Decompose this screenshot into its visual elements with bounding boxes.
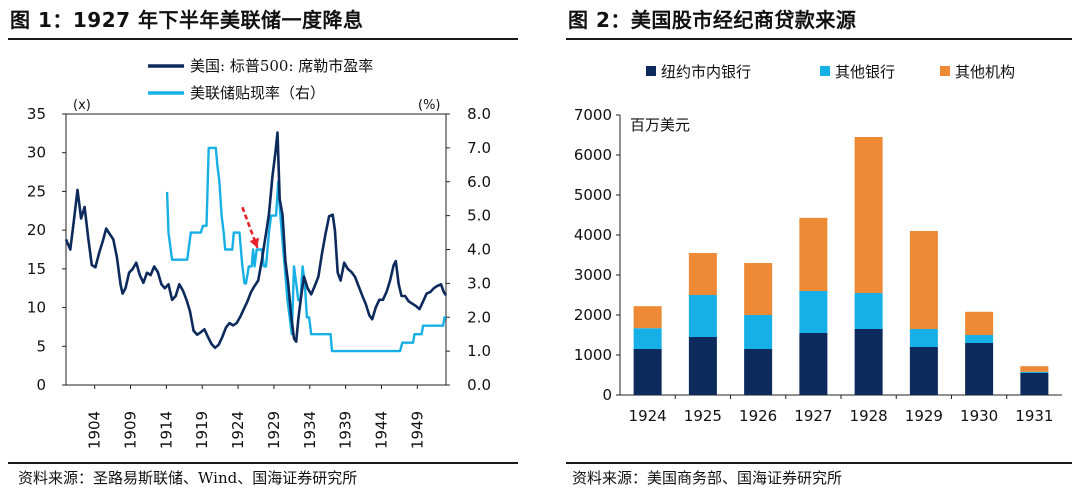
x-tick-label: 1919	[193, 411, 211, 449]
chart1-right-unit: (%)	[418, 98, 441, 113]
chart2-y-tick-label: 7000	[574, 106, 612, 124]
chart2-legend-swatch	[820, 66, 830, 76]
bar-1930-series-1	[965, 335, 994, 343]
broker-loans-chart: 0 1000 2000 3000 4000 5000 6000 7000 1924 1925 19…	[574, 63, 1062, 425]
pe-discount-rate-chart: 0 5 10 15 20 25 30 35 0.0 1.0 2.0 3.0 4.0 5.0 6.0 7.0 8…	[27, 57, 491, 449]
bar-1927-series-1	[799, 291, 828, 333]
chart2-legend-swatch	[646, 66, 656, 76]
left-y-tick-label: 35	[27, 105, 46, 123]
bar-1931-series-1	[1020, 371, 1049, 373]
chart2-category-label: 1931	[1015, 407, 1053, 425]
bar-1928-series-2	[854, 137, 883, 293]
chart2-legend-label: 其他机构	[955, 63, 1015, 81]
left-y-tick-label: 20	[27, 221, 46, 239]
chart2-category-label: 1926	[739, 407, 777, 425]
chart2-y-tick-label: 1000	[574, 346, 612, 364]
red-dashed-arrow-annotation	[241, 206, 259, 249]
chart2-y-tick-label: 5000	[574, 186, 612, 204]
series-line-discount-rate	[165, 146, 446, 353]
figure2-title: 图 2：美国股市经纪商贷款来源	[568, 8, 857, 32]
bar-1925-series-0	[688, 337, 717, 395]
right-y-tick-label: 8.0	[467, 105, 491, 123]
figure1-title: 图 1：1927 年下半年美联储一度降息	[10, 8, 364, 32]
bar-1929-series-2	[909, 231, 938, 329]
bar-1926-series-2	[744, 263, 773, 315]
bar-1929-series-0	[909, 347, 938, 395]
right-y-tick-label: 0.0	[467, 376, 491, 394]
left-y-tick-label: 10	[27, 299, 46, 317]
chart2-legend-label: 其他银行	[835, 63, 895, 81]
bar-1925-series-2	[688, 253, 717, 295]
right-y-tick-label: 7.0	[467, 139, 491, 157]
bar-1925-series-1	[688, 295, 717, 337]
chart2-y-tick-label: 3000	[574, 266, 612, 284]
left-y-tick-label: 15	[27, 260, 46, 278]
left-y-tick-label: 25	[27, 182, 46, 200]
bar-1928-series-0	[854, 329, 883, 395]
chart2-y-unit: 百万美元	[630, 116, 690, 134]
legend-label-discount-rate: 美联储贴现率（右）	[190, 84, 325, 102]
right-y-tick-label: 2.0	[467, 308, 491, 326]
x-tick-label: 1924	[229, 411, 247, 449]
bar-1930-series-0	[965, 343, 994, 395]
chart2-legend-label: 纽约市内银行	[661, 63, 751, 81]
bar-1931-series-2	[1020, 366, 1049, 372]
x-tick-label: 1909	[122, 411, 140, 449]
chart2-legend: 纽约市内银行 其他银行 其他机构	[646, 63, 1015, 81]
x-tick-label: 1914	[157, 411, 175, 449]
bar-1926-series-0	[744, 349, 773, 395]
x-tick-label: 1904	[86, 411, 104, 449]
figure2-bottom-rule	[566, 462, 1072, 464]
arrow-head	[249, 237, 259, 248]
bar-1924-series-2	[633, 306, 662, 329]
figure1-source: 资料来源：圣路易斯联储、Wind、国海证券研究所	[18, 469, 358, 487]
chart2-y-tick-label: 0	[602, 386, 612, 404]
chart2-y-tick-label: 2000	[574, 306, 612, 324]
left-y-tick-label: 5	[36, 337, 46, 355]
bar-1926-series-1	[744, 315, 773, 349]
bar-1924-series-1	[633, 328, 662, 349]
right-y-tick-label: 1.0	[467, 342, 491, 360]
bar-1927-series-0	[799, 333, 828, 395]
figure2-title-rule	[566, 38, 1072, 40]
left-y-tick-label: 0	[36, 376, 46, 394]
bar-1924-series-0	[633, 349, 662, 395]
right-y-tick-label: 5.0	[467, 207, 491, 225]
right-y-tick-label: 6.0	[467, 173, 491, 191]
right-y-tick-label: 4.0	[467, 241, 491, 259]
legend-label-pe: 美国: 标普500: 席勒市盈率	[190, 57, 373, 75]
left-y-tick-label: 30	[27, 144, 46, 162]
right-y-tick-label: 3.0	[467, 274, 491, 292]
x-tick-label: 1939	[337, 411, 355, 449]
bar-1931-series-0	[1020, 373, 1049, 395]
chart2-category-label: 1927	[794, 407, 832, 425]
chart2-y-tick-label: 6000	[574, 146, 612, 164]
bar-1929-series-1	[909, 329, 938, 347]
chart2-category-label: 1924	[629, 407, 667, 425]
bar-1927-series-2	[799, 217, 828, 291]
chart2-category-label: 1930	[960, 407, 998, 425]
chart2-legend-swatch	[940, 66, 950, 76]
chart1-legend: 美国: 标普500: 席勒市盈率 美联储贴现率（右）	[148, 57, 373, 102]
series-line-pe	[64, 131, 448, 350]
chart1-left-unit: (x)	[73, 98, 91, 113]
chart2-category-label: 1925	[684, 407, 722, 425]
x-tick-label: 1929	[265, 411, 283, 449]
bar-1930-series-2	[965, 311, 994, 335]
x-tick-label: 1944	[372, 411, 390, 449]
chart2-category-label: 1928	[850, 407, 888, 425]
bar-1928-series-1	[854, 293, 883, 329]
x-tick-label: 1934	[301, 411, 319, 449]
figure1-title-rule	[8, 38, 518, 40]
figure1-bottom-rule	[8, 462, 518, 464]
chart2-y-tick-label: 4000	[574, 226, 612, 244]
x-tick-label: 1949	[408, 411, 426, 449]
chart2-category-label: 1929	[905, 407, 943, 425]
figure2-source: 资料来源：美国商务部、国海证券研究所	[572, 469, 843, 487]
